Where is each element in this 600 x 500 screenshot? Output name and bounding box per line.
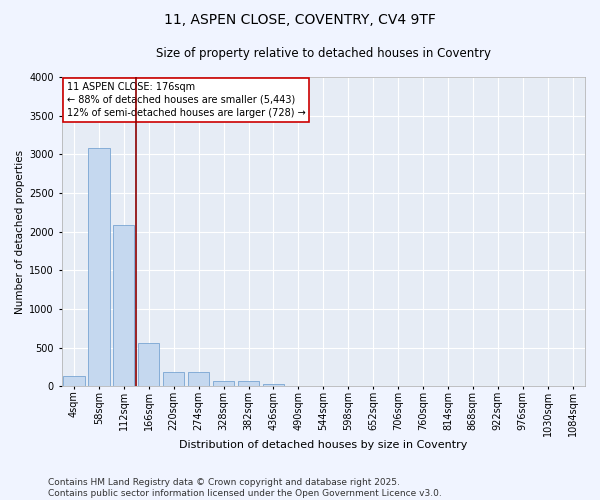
Bar	[88, 148, 110, 386]
Bar	[113, 226, 134, 386]
Bar	[138, 343, 160, 386]
Bar	[263, 384, 284, 386]
Bar	[163, 372, 184, 386]
Text: 11 ASPEN CLOSE: 176sqm
← 88% of detached houses are smaller (5,443)
12% of semi-: 11 ASPEN CLOSE: 176sqm ← 88% of detached…	[67, 82, 305, 118]
Text: Contains HM Land Registry data © Crown copyright and database right 2025.
Contai: Contains HM Land Registry data © Crown c…	[48, 478, 442, 498]
Text: 11, ASPEN CLOSE, COVENTRY, CV4 9TF: 11, ASPEN CLOSE, COVENTRY, CV4 9TF	[164, 12, 436, 26]
Title: Size of property relative to detached houses in Coventry: Size of property relative to detached ho…	[156, 48, 491, 60]
Bar	[188, 372, 209, 386]
Bar	[64, 376, 85, 386]
X-axis label: Distribution of detached houses by size in Coventry: Distribution of detached houses by size …	[179, 440, 467, 450]
Bar	[238, 381, 259, 386]
Bar	[213, 381, 234, 386]
Y-axis label: Number of detached properties: Number of detached properties	[15, 150, 25, 314]
